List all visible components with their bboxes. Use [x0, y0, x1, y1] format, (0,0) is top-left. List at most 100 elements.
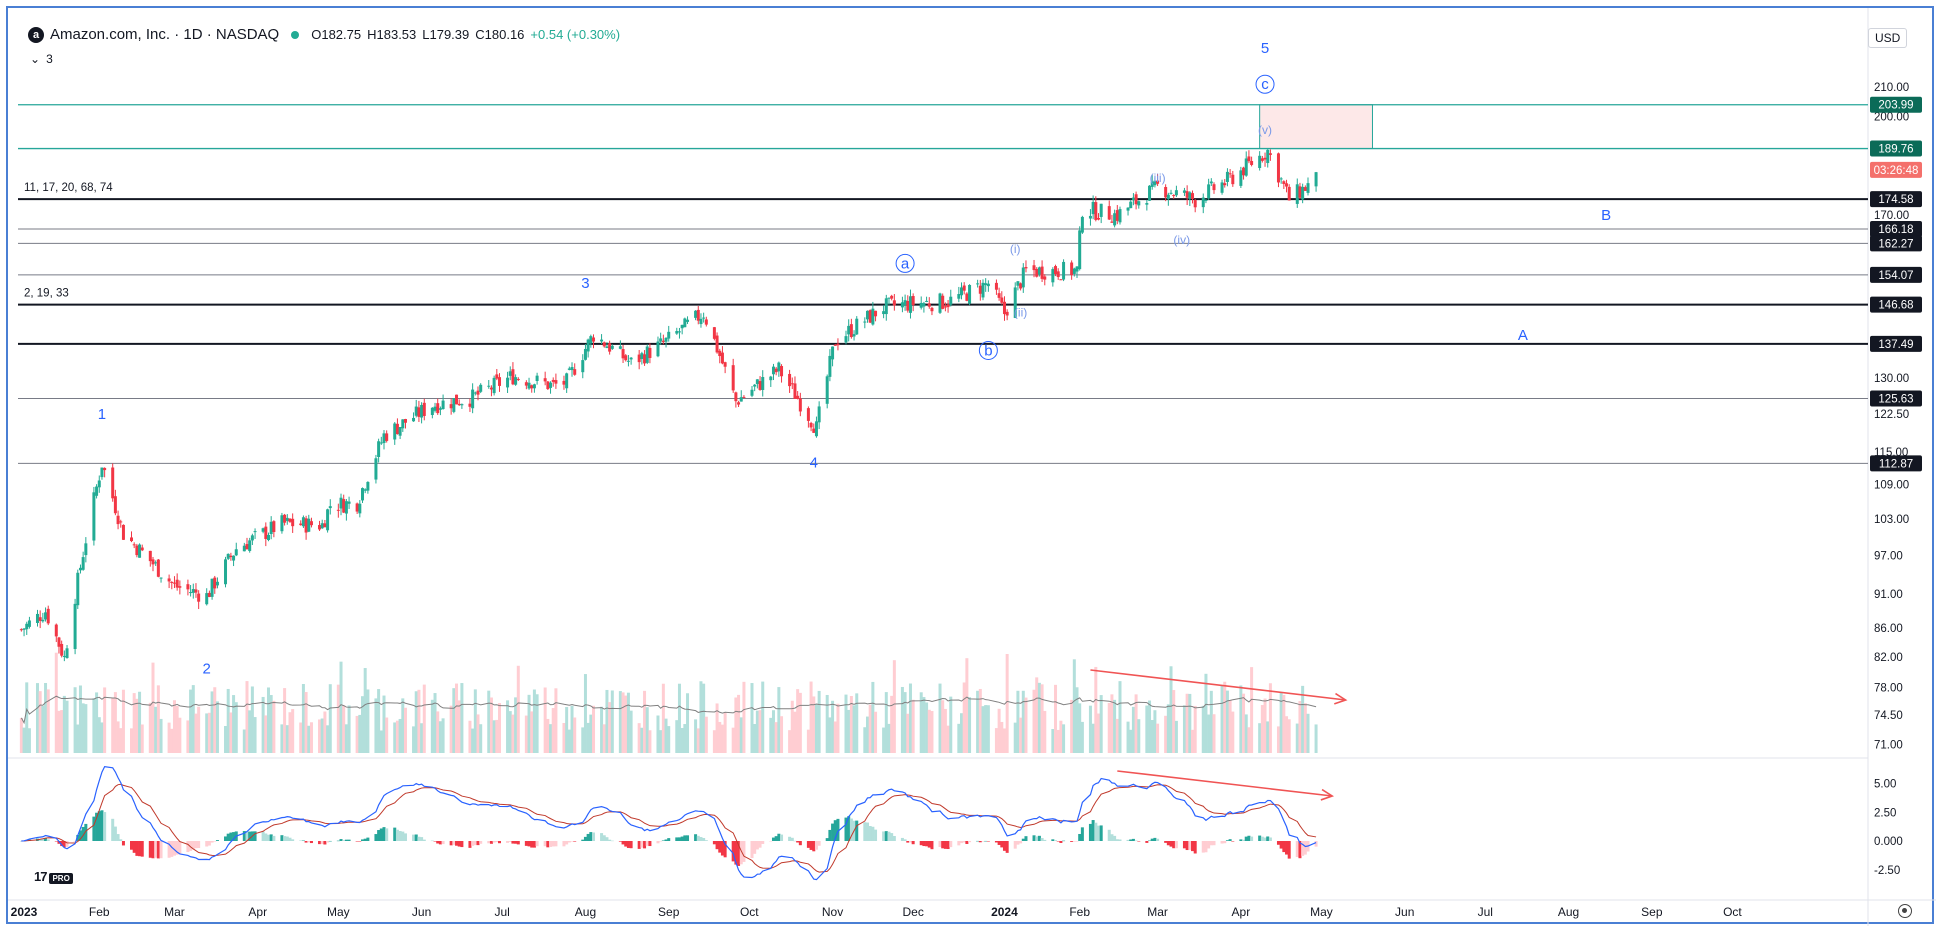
volume-bar: [250, 686, 254, 753]
symbol-header[interactable]: a Amazon.com, Inc. · 1D · NASDAQ O182.75…: [28, 26, 620, 43]
volume-bar: [694, 719, 698, 753]
volume-bar: [621, 692, 625, 753]
candle-body: [780, 366, 784, 377]
candle-body: [675, 331, 679, 334]
volume-bar: [245, 681, 249, 753]
volume-bar: [712, 730, 716, 753]
macd-histogram-bar: [581, 839, 585, 841]
macd-histogram-bar: [626, 841, 630, 848]
macd-histogram-bar: [1032, 835, 1036, 841]
macd-histogram-bar: [796, 841, 800, 843]
macd-histogram-bar: [19, 841, 23, 842]
volume-bar: [355, 715, 359, 753]
volume-bar: [22, 727, 26, 753]
macd-histogram-bar: [1287, 841, 1291, 859]
volume-bar: [401, 698, 405, 753]
candle-body: [1201, 197, 1205, 208]
volume-bar: [363, 668, 367, 753]
volume-bar: [119, 728, 123, 753]
candle-body: [1258, 155, 1262, 168]
candle-body: [138, 544, 142, 558]
volume-bar: [793, 711, 797, 753]
candle-body: [342, 499, 346, 513]
macd-histogram-bar: [589, 832, 593, 841]
volume-bar: [1072, 659, 1076, 753]
volume-bar: [994, 728, 998, 753]
volume-bar: [981, 706, 985, 753]
volume-bar: [154, 706, 158, 753]
countdown-tag-label: 03:26:48: [1874, 165, 1919, 177]
time-tick-label: Aug: [575, 905, 596, 919]
settings-gear-icon[interactable]: [1898, 904, 1912, 918]
candle-body: [788, 373, 792, 387]
volume-bar: [1054, 684, 1058, 753]
candle-body: [790, 383, 794, 385]
candle-body: [535, 375, 539, 381]
level-tag-bg: [1870, 335, 1922, 352]
volume-bar: [234, 702, 238, 753]
volume-bar: [852, 705, 856, 753]
volume-bar: [1285, 716, 1289, 753]
macd-histogram-bar: [1166, 841, 1170, 846]
candle-body: [640, 353, 644, 359]
volume-bar: [497, 703, 501, 753]
volume-bar: [761, 681, 765, 753]
candle-body: [1037, 267, 1041, 275]
macd-histogram-bar: [583, 836, 587, 841]
macd-histogram-bar: [1279, 841, 1283, 849]
macd-histogram-bar: [1174, 841, 1178, 849]
macd-histogram-bar: [871, 826, 875, 841]
time-tick-label: Jun: [412, 905, 431, 919]
candle-body: [1019, 283, 1023, 289]
time-tick-label: Jul: [495, 905, 510, 919]
macd-histogram-bar: [347, 839, 351, 841]
volume-bar: [92, 698, 96, 753]
volume-bar: [1260, 705, 1264, 753]
candle-body: [1172, 195, 1176, 197]
candle-body: [358, 503, 362, 514]
volume-bar: [1115, 718, 1119, 753]
macd-histogram-bar: [718, 841, 722, 853]
candle-body: [194, 589, 198, 593]
volume-bar: [138, 691, 142, 753]
price-chart[interactable]: 210.00200.00170.00130.00122.50115.00109.…: [8, 8, 1936, 926]
price-tick-label: 82.00: [1874, 652, 1903, 664]
indicators-toggle[interactable]: ⌄ 3: [30, 52, 53, 66]
candle-body: [570, 367, 574, 371]
symbol-title[interactable]: Amazon.com, Inc. · 1D · NASDAQ: [50, 26, 280, 43]
volume-bar: [890, 695, 894, 753]
candle-body: [769, 376, 773, 381]
volume-bar: [1099, 695, 1103, 753]
volume-bar: [648, 730, 652, 753]
candle-body: [938, 293, 942, 313]
macd-histogram-bar: [471, 841, 475, 846]
candle-body: [817, 406, 821, 423]
volume-bar: [25, 682, 29, 753]
candle-body: [130, 537, 134, 542]
macd-histogram-bar: [927, 841, 931, 848]
volume-bar: [130, 728, 134, 753]
candle-body: [659, 338, 663, 342]
volume-bar: [1075, 687, 1079, 753]
candle-body: [514, 377, 518, 385]
level-tag-label: 203.99: [1878, 100, 1913, 112]
macd-histogram-bar: [309, 841, 313, 844]
candle-body: [661, 340, 665, 343]
wave-label: 2: [203, 660, 211, 677]
wave-circle: [895, 253, 915, 273]
price-tick-label: 210.00: [1874, 82, 1909, 94]
candle-body: [339, 497, 343, 509]
time-tick-label: Mar: [1147, 905, 1168, 919]
macd-histogram-bar: [1266, 836, 1270, 841]
macd-histogram-bar: [511, 841, 515, 844]
macd-histogram-bar: [379, 828, 383, 841]
volume-bar: [1306, 713, 1310, 753]
macd-histogram-bar: [919, 841, 923, 846]
macd-histogram-bar: [551, 841, 555, 847]
candle-body: [382, 433, 386, 444]
currency-selector[interactable]: USD: [1868, 28, 1908, 48]
volume-bar: [637, 723, 641, 753]
candle-body: [643, 354, 647, 364]
candle-body: [320, 523, 324, 529]
macd-histogram-bar: [1019, 841, 1023, 844]
